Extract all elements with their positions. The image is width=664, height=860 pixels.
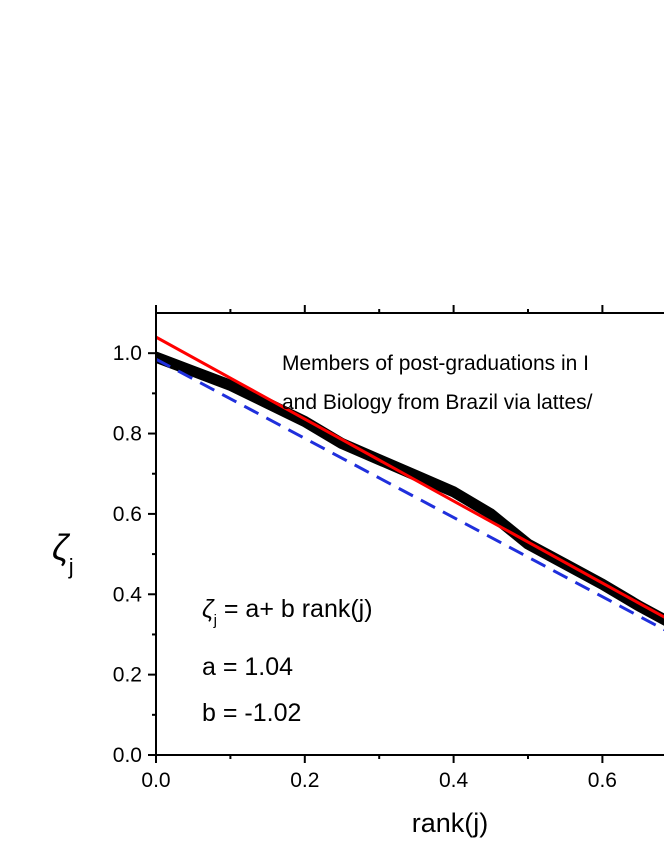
equation-zeta: ζ (202, 595, 215, 623)
x-tick-label: 0.0 (141, 769, 170, 792)
data-band (156, 351, 664, 626)
equation-rest: = a+ b rank(j) (217, 595, 373, 623)
y-tick-label: 0.8 (113, 423, 142, 446)
y-axis-title: ζj (52, 527, 74, 579)
data-point (449, 487, 459, 497)
y-tick-label: 0.0 (113, 744, 142, 767)
y-tick-label: 1.0 (113, 342, 142, 365)
reference-dashed-line (156, 357, 664, 632)
equation-sub: j (213, 612, 217, 629)
x-tick-label: 0.2 (290, 769, 319, 792)
plot-area (156, 335, 664, 632)
annotation-line-1: Members of post-graduations in I (282, 352, 589, 375)
data-point (188, 366, 198, 376)
annotation-line-2: and Biology from Brazil via lattes/ (282, 391, 593, 414)
equation-a: a = 1.04 (202, 653, 293, 681)
data-point (486, 509, 496, 519)
x-axis-title: rank(j) (412, 808, 489, 838)
data-point (225, 380, 235, 390)
fit-line (156, 335, 664, 619)
y-axis-zeta: ζ (52, 527, 71, 568)
y-axis-sub: j (68, 554, 74, 579)
equation-b: b = -1.02 (202, 699, 301, 727)
y-tick-label: 0.4 (113, 583, 143, 606)
y-tick-label: 0.2 (113, 664, 142, 687)
equation-line: ζj = a+ b rank(j) (202, 595, 373, 629)
x-tick-label: 0.6 (588, 769, 617, 792)
y-tick-label: 0.6 (113, 503, 142, 526)
x-tick-label: 0.4 (439, 769, 469, 792)
